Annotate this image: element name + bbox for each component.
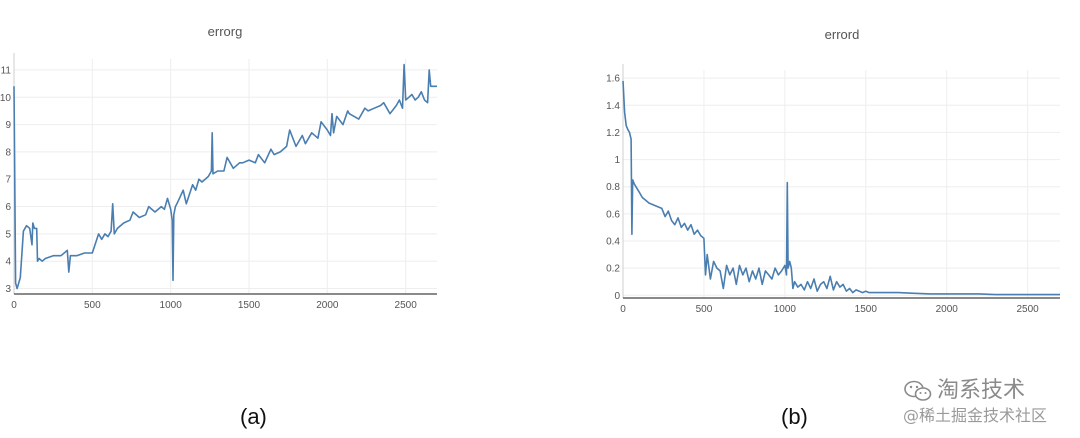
x-tick-label: 1000 xyxy=(160,300,183,311)
y-tick-label: 1.6 xyxy=(606,74,620,85)
chart-title: errord xyxy=(825,27,860,42)
y-tick-label: 1.2 xyxy=(606,128,620,139)
x-tick-label: 1500 xyxy=(238,300,261,311)
y-tick-label: 0.4 xyxy=(606,237,620,248)
x-tick-label: 2500 xyxy=(1017,304,1040,315)
series-line xyxy=(13,63,437,290)
x-tick-label: 2000 xyxy=(316,300,339,311)
y-tick-label: 0 xyxy=(614,291,620,302)
y-tick-label: 1.4 xyxy=(606,101,620,112)
caption-a: (a) xyxy=(240,404,267,429)
series-line xyxy=(622,80,1060,296)
chart-errord: errord 0 500 1000 1500 2000 2500 0 0.2 0.4 0.6 0.8 1… xyxy=(606,27,1060,315)
x-tick-label: 0 xyxy=(11,300,17,311)
y-tick-label: 8 xyxy=(5,147,11,158)
chart-errorg: errorg 0 500 1000 1500 2000 2500 3 4 5 6 7 8 9 10 11 xyxy=(0,24,437,311)
y-tick-label: 0.8 xyxy=(606,182,620,193)
x-tick-label: 500 xyxy=(84,300,101,311)
x-tick-label: 1500 xyxy=(855,304,878,315)
x-tick-label: 500 xyxy=(696,304,713,315)
y-tick-label: 4 xyxy=(5,257,11,268)
y-tick-label: 9 xyxy=(5,120,11,131)
y-tick-label: 6 xyxy=(5,202,11,213)
watermark-brand: 淘系技术 xyxy=(903,372,1025,404)
y-tick-label: 5 xyxy=(5,229,11,240)
y-tick-label: 3 xyxy=(5,284,11,295)
y-tick-label: 0.2 xyxy=(606,264,620,275)
x-tick-label: 2000 xyxy=(936,304,959,315)
x-tick-label: 1000 xyxy=(774,304,797,315)
y-tick-label: 0.6 xyxy=(606,209,620,220)
x-tick-label: 0 xyxy=(620,304,626,315)
watermark-sub: @稀土掘金技术社区 xyxy=(903,406,1048,425)
y-tick-label: 1 xyxy=(614,155,620,166)
x-tick-label: 2500 xyxy=(395,300,418,311)
y-tick-label: 10 xyxy=(0,93,11,104)
y-tick-label: 11 xyxy=(1,65,12,76)
y-tick-label: 7 xyxy=(5,175,11,186)
caption-b: (b) xyxy=(781,404,808,429)
chart-title: errorg xyxy=(208,24,243,39)
wechat-icon xyxy=(904,380,932,401)
watermark-brand-text: 淘系技术 xyxy=(937,378,1026,403)
